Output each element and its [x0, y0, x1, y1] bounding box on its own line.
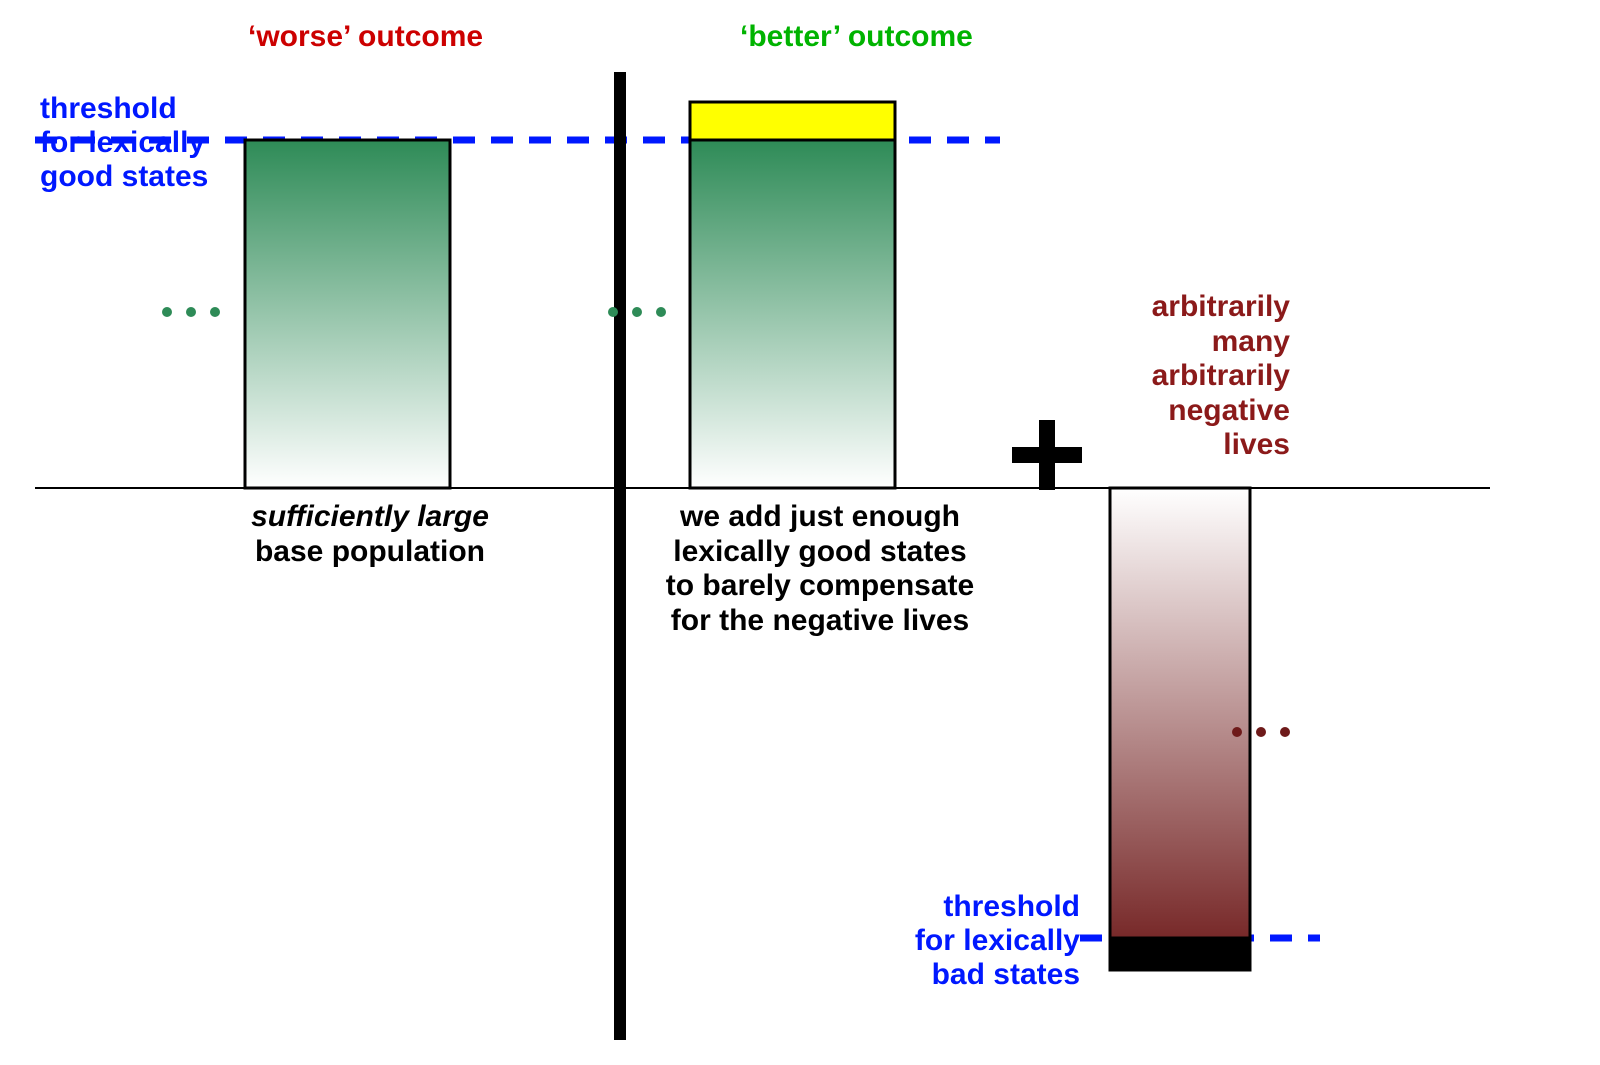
right-green-ellipsis	[601, 304, 673, 322]
left-green-bar	[245, 140, 450, 488]
right-caption: we add just enoughlexically good statest…	[650, 500, 990, 638]
left-caption: sufficiently largebase population	[220, 500, 520, 569]
threshold-bad-label: thresholdfor lexicallybad states	[910, 890, 1080, 992]
threshold-good-label: thresholdfor lexicallygood states	[40, 92, 208, 194]
worse-outcome-title: ‘worse’ outcome	[248, 20, 483, 55]
left-green-ellipsis	[155, 304, 227, 322]
red-down-black-cap	[1110, 938, 1250, 970]
plus-icon	[1012, 420, 1082, 490]
better-outcome-title: ‘better’ outcome	[740, 20, 973, 55]
right-green-bar	[690, 140, 895, 488]
arbitrary-lives-caption: arbitrarilymanyarbitrarilynegativelives	[1090, 290, 1290, 463]
yellow-cap-bar	[690, 102, 895, 140]
red-ellipsis	[1225, 724, 1297, 742]
